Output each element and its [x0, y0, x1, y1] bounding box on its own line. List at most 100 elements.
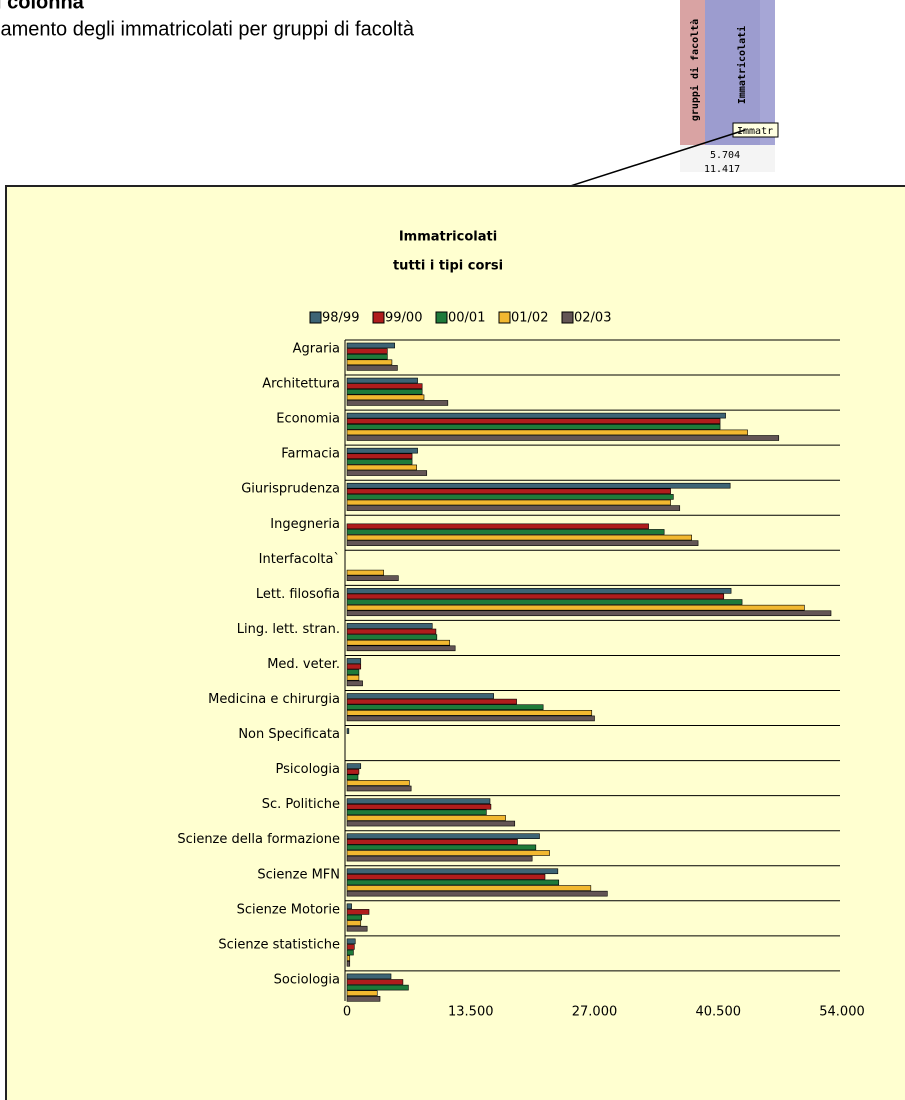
bar [347, 915, 362, 920]
legend-label: 98/99 [322, 311, 359, 326]
bar [347, 430, 748, 435]
bar [347, 343, 395, 348]
bar [347, 611, 831, 616]
bar [347, 354, 387, 359]
doc-subtitle: lamento degli immatricolati per gruppi d… [0, 18, 415, 40]
x-tick-label: 40.500 [696, 1005, 742, 1020]
bar [347, 939, 355, 944]
bar [347, 646, 455, 651]
bar [347, 378, 418, 383]
bar [347, 839, 518, 844]
legend-swatch [310, 312, 321, 323]
bar [347, 594, 724, 599]
legend-swatch [373, 312, 384, 323]
column-header: gruppi di facoltà [689, 19, 701, 121]
bar [347, 694, 494, 699]
bar [347, 459, 412, 464]
bar [347, 664, 361, 669]
y-tick-label: Giurisprudenza [241, 482, 340, 497]
bar [347, 974, 391, 979]
bar [347, 804, 491, 809]
chart-subtitle: tutti i tipi corsi [393, 259, 503, 274]
bar [347, 436, 779, 441]
y-tick-label: Economia [276, 412, 340, 427]
legend-swatch [562, 312, 573, 323]
y-tick-label: Sociologia [274, 972, 340, 987]
bar [347, 904, 352, 909]
y-tick-label: Medicina e chirurgia [208, 692, 340, 707]
inset-screenshot: gruppi di facoltà Immatricolati Immatr 5… [680, 0, 778, 175]
bar [347, 956, 350, 961]
bar [347, 400, 448, 405]
bar [347, 500, 671, 505]
bar [347, 384, 422, 389]
bar [347, 950, 353, 955]
bar [347, 780, 409, 785]
bar [347, 786, 411, 791]
y-tick-label: Sc. Politiche [262, 797, 340, 812]
y-tick-label: Lett. filosofia [256, 587, 340, 602]
bar [347, 710, 592, 715]
legend-label: 00/01 [448, 311, 485, 326]
legend-label: 02/03 [574, 311, 611, 326]
bar [347, 365, 397, 370]
y-tick-label: Ling. lett. stran. [237, 622, 340, 637]
bar [347, 799, 490, 804]
x-tick-label: 54.000 [819, 1005, 865, 1020]
bar [347, 729, 349, 734]
x-tick-label: 27.000 [572, 1005, 618, 1020]
bar [347, 424, 720, 429]
bar [347, 769, 359, 774]
bar [347, 705, 543, 710]
bar [347, 588, 731, 593]
bar [347, 716, 595, 721]
y-tick-label: Scienze statistiche [218, 937, 340, 952]
x-tick-label: 0 [343, 1005, 351, 1020]
bar [347, 658, 361, 663]
bar [347, 389, 422, 394]
bar [347, 985, 408, 990]
bar [347, 851, 550, 856]
y-tick-label: Farmacia [281, 447, 340, 462]
bar [347, 395, 424, 400]
chart-title: Immatricolati [399, 230, 497, 245]
y-tick-label: Non Specificata [238, 727, 340, 742]
bar [347, 869, 558, 874]
bar [347, 764, 361, 769]
cell: 5.704 [710, 150, 740, 161]
bar [347, 681, 363, 686]
doc-heading: i colonna [0, 0, 85, 13]
bar [347, 483, 730, 488]
bar [347, 909, 369, 914]
y-tick-label: Scienze MFN [257, 867, 340, 882]
bar [347, 874, 545, 879]
bar [347, 541, 698, 546]
bar [347, 413, 726, 418]
bar [347, 891, 607, 896]
screen: i colonna lamento degli immatricolati pe… [0, 0, 905, 1100]
bar [347, 921, 361, 926]
bar [347, 980, 403, 985]
x-tick-label: 13.500 [448, 1005, 494, 1020]
bar [347, 856, 532, 861]
bar [347, 629, 436, 634]
bar [347, 529, 664, 534]
bar [347, 675, 359, 680]
bar [347, 944, 354, 949]
bar [347, 886, 591, 891]
bar [347, 623, 432, 628]
bar [347, 489, 671, 494]
column-header: Immatricolati [736, 26, 748, 104]
y-tick-label: Agraria [293, 342, 340, 357]
bar [347, 600, 742, 605]
bar [347, 699, 517, 704]
bar [347, 640, 450, 645]
y-tick-label: Scienze Motorie [237, 902, 340, 917]
cell: 11.417 [704, 164, 740, 175]
legend-label: 01/02 [511, 311, 548, 326]
bar [347, 454, 412, 459]
bar [347, 926, 367, 931]
y-tick-label: Interfacolta` [259, 552, 340, 567]
bar [347, 961, 350, 966]
y-tick-label: Med. veter. [267, 657, 340, 672]
